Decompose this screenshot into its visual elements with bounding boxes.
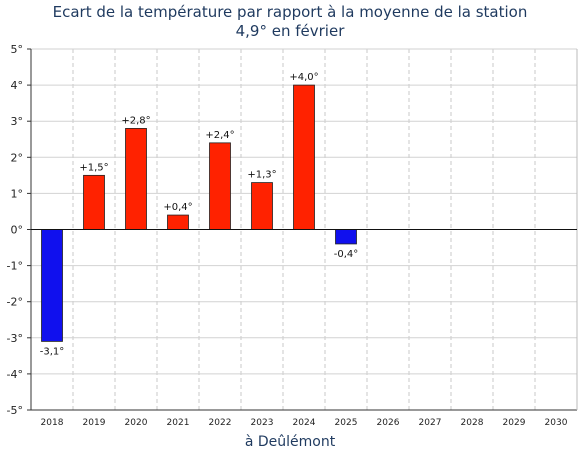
data-label-2022: +2,4° — [205, 130, 234, 141]
x-tick-label-2029: 2029 — [503, 418, 526, 428]
x-tick-label-2030: 2030 — [545, 418, 568, 428]
x-tick-label-2028: 2028 — [461, 418, 484, 428]
bar-2022 — [209, 142, 231, 230]
y-tick-label: -2° — [7, 296, 23, 309]
bar-2019 — [83, 174, 105, 230]
x-tick-label-2019: 2019 — [83, 418, 106, 428]
y-tick-label: 4° — [11, 79, 24, 92]
x-tick-label-2020: 2020 — [125, 418, 148, 428]
y-tick-label: 5° — [11, 43, 24, 56]
x-tick-label-2024: 2024 — [293, 418, 316, 428]
bar-2024 — [293, 84, 315, 230]
y-tick-label: -5° — [7, 404, 23, 417]
x-tick-label-2023: 2023 — [251, 418, 274, 428]
data-label-2021: +0,4° — [163, 202, 192, 213]
x-tick-label-2025: 2025 — [335, 418, 358, 428]
y-tick-label: -4° — [7, 368, 23, 381]
data-label-2025: -0,4° — [334, 249, 359, 260]
x-axis-label: à Deûlémont — [244, 434, 336, 450]
bar-2023 — [251, 182, 273, 230]
bar-2020 — [125, 128, 147, 230]
x-tick-label-2026: 2026 — [377, 418, 400, 428]
y-tick-label: 0° — [11, 224, 24, 237]
x-tick-label-2022: 2022 — [209, 418, 232, 428]
x-tick-label-2021: 2021 — [167, 418, 190, 428]
data-label-2019: +1,5° — [79, 162, 108, 173]
chart-title-line1: Ecart de la température par rapport à la… — [52, 3, 528, 21]
y-tick-label: 1° — [11, 187, 24, 200]
y-tick-label: 2° — [11, 151, 24, 164]
data-label-2020: +2,8° — [121, 115, 150, 126]
y-tick-label: 3° — [11, 115, 24, 128]
data-label-2024: +4,0° — [289, 72, 318, 83]
data-label-2023: +1,3° — [247, 170, 276, 181]
bar-2018 — [41, 229, 63, 342]
data-label-2018: -3,1° — [40, 346, 65, 357]
bar-2021 — [167, 214, 189, 230]
bar-2025 — [335, 229, 357, 245]
y-tick-label: -3° — [7, 332, 23, 345]
chart-title-line2: 4,9° en février — [235, 22, 345, 40]
y-tick-label: -1° — [7, 260, 23, 273]
x-tick-label-2018: 2018 — [41, 418, 64, 428]
x-tick-label-2027: 2027 — [419, 418, 442, 428]
